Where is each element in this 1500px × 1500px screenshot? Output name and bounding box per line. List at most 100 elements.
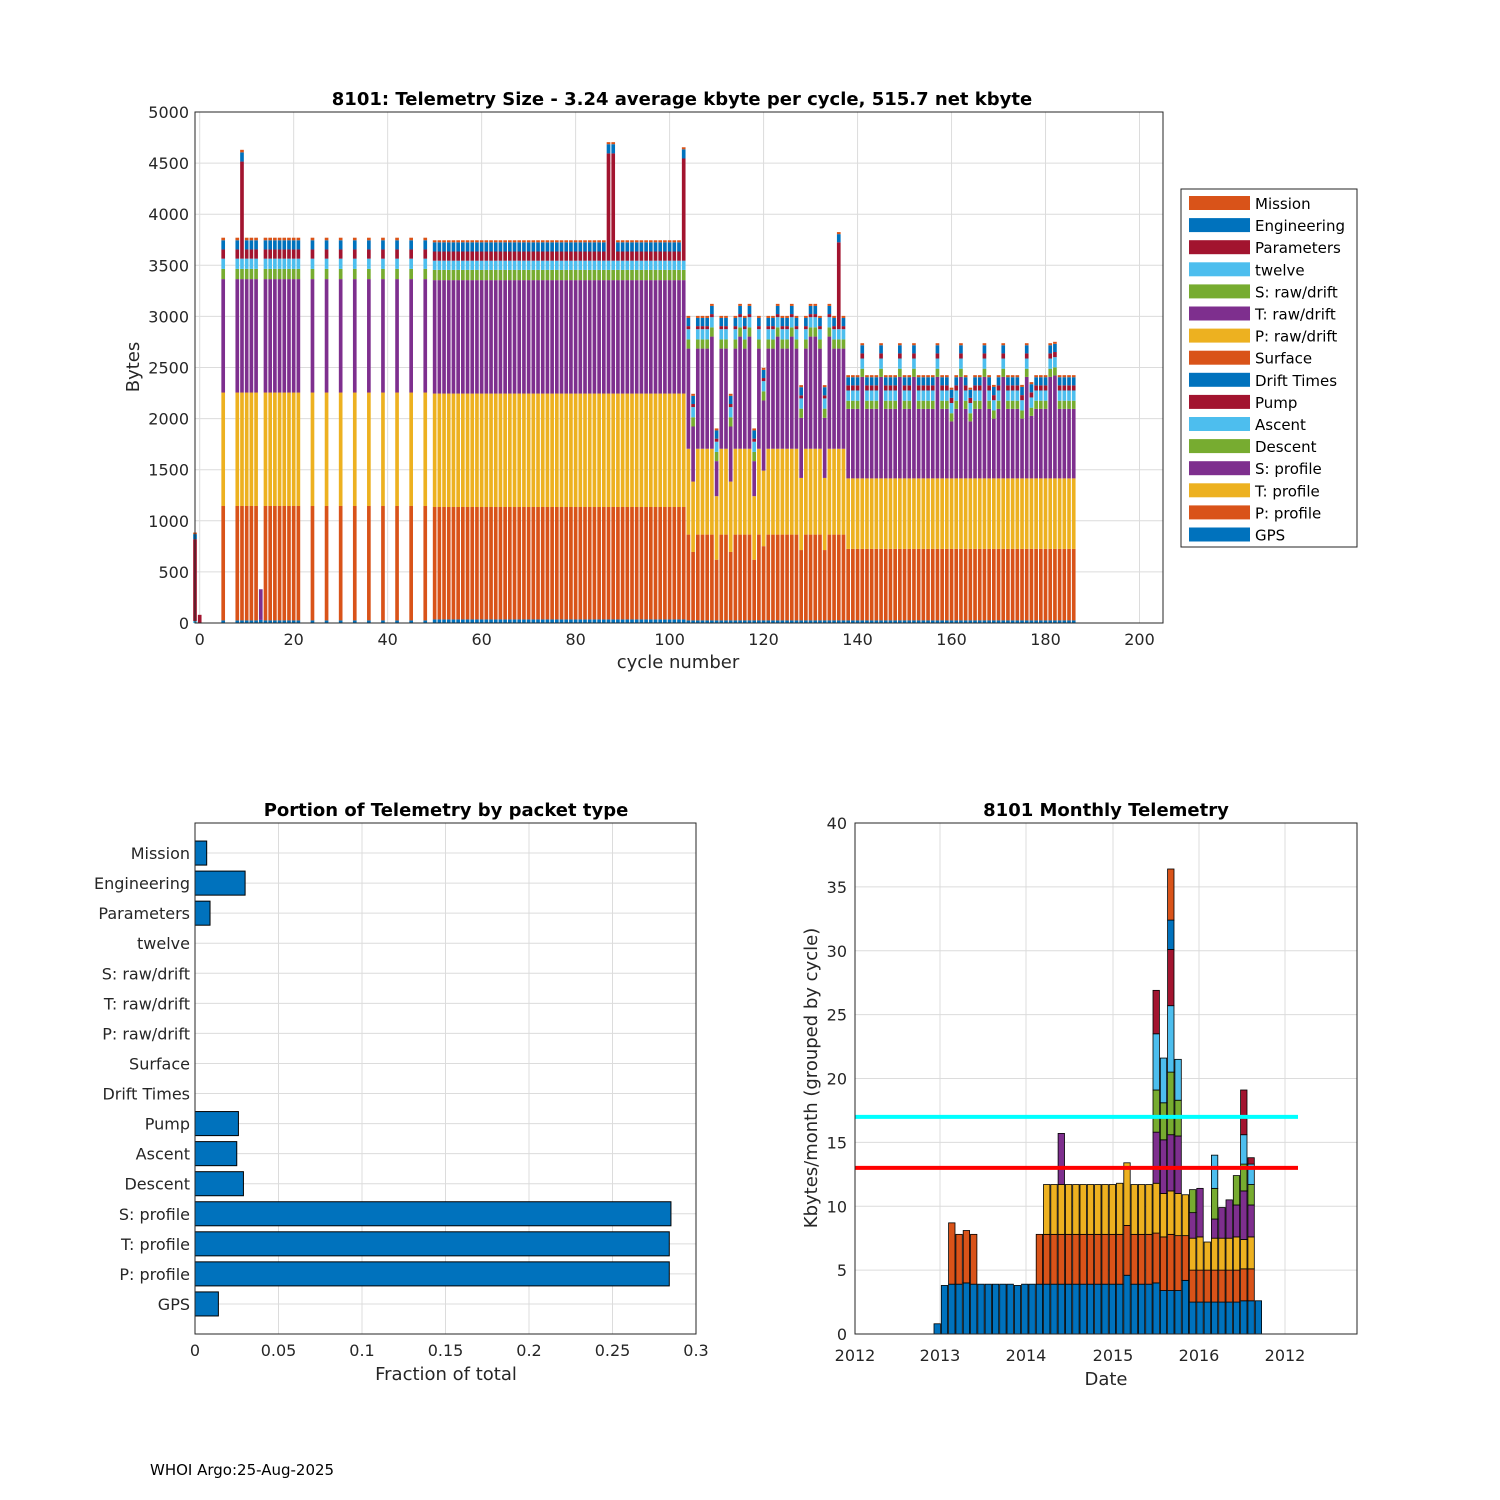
bar-segment xyxy=(1001,478,1006,549)
bar-segment xyxy=(949,403,954,414)
bar-segment xyxy=(1001,368,1006,377)
bar-segment xyxy=(879,343,883,346)
legend-entry-label: Engineering xyxy=(1255,217,1345,235)
bar-segment xyxy=(766,534,771,621)
bar-segment xyxy=(808,448,813,535)
bar-segment xyxy=(879,353,883,359)
bar-segment xyxy=(860,343,865,346)
bar-segment xyxy=(1057,375,1062,378)
bar-segment xyxy=(987,377,991,386)
bar-segment xyxy=(907,390,912,401)
bar-segment xyxy=(630,619,634,623)
bar-segment xyxy=(451,251,456,261)
bar-segment xyxy=(244,258,249,269)
bar-segment xyxy=(1057,478,1062,549)
bar-segment xyxy=(1067,377,1071,386)
bar-segment xyxy=(606,280,611,394)
bar-segment xyxy=(437,507,442,620)
bar-segment xyxy=(461,260,465,270)
chart3-bar-segment xyxy=(1218,1237,1226,1271)
bar-segment xyxy=(780,448,785,535)
legend-swatch xyxy=(1189,328,1250,343)
bar-segment xyxy=(898,620,902,623)
bar-segment xyxy=(869,548,874,621)
legend-entry-label: twelve xyxy=(1255,261,1305,279)
bar-segment xyxy=(423,249,428,259)
bar-segment xyxy=(484,242,489,252)
bar-segment xyxy=(442,240,446,243)
chart2-bar xyxy=(194,1201,672,1227)
bar-segment xyxy=(940,548,944,621)
chart1-ytick-label: 1000 xyxy=(148,512,189,531)
chart1-xtick-label: 160 xyxy=(936,630,967,649)
bar-segment xyxy=(996,408,1001,479)
bar-segment xyxy=(1010,390,1015,401)
bar-segment xyxy=(1057,377,1062,386)
bar-segment xyxy=(1057,400,1062,409)
bar-segment xyxy=(240,268,244,280)
bar-segment xyxy=(738,534,742,621)
bar-segment xyxy=(367,620,371,623)
bar-segment xyxy=(531,393,536,508)
bar-segment xyxy=(517,280,522,394)
bar-segment xyxy=(498,251,503,261)
legend-entry-label: Descent xyxy=(1255,438,1317,456)
bar-segment xyxy=(855,375,860,378)
chart3-bar-segment xyxy=(1145,1184,1153,1235)
bar-segment xyxy=(658,619,663,623)
bar-segment xyxy=(827,317,832,328)
bar-segment xyxy=(874,377,879,386)
bar-segment xyxy=(484,251,489,261)
chart3-bar-segment xyxy=(984,1283,992,1335)
bar-segment xyxy=(522,251,526,261)
bar-segment xyxy=(235,258,240,269)
chart2-xtick-label: 0.1 xyxy=(349,1341,374,1360)
bar-segment xyxy=(775,305,780,315)
bar-segment xyxy=(254,392,258,506)
bar-segment xyxy=(1001,353,1006,359)
bar-segment xyxy=(545,393,550,508)
bar-segment xyxy=(930,548,935,621)
bar-segment xyxy=(691,620,695,623)
bar-segment xyxy=(761,470,766,547)
bar-segment xyxy=(724,534,728,621)
bar-segment xyxy=(841,348,846,449)
chart2-bar xyxy=(194,1111,239,1137)
bar-segment xyxy=(277,620,282,623)
chart3-bar-segment xyxy=(1181,1194,1189,1237)
bar-segment xyxy=(714,620,719,623)
bar-segment xyxy=(959,376,963,479)
bar-segment xyxy=(672,280,677,394)
bar-segment xyxy=(700,348,705,449)
bar-segment xyxy=(667,269,672,281)
bar-segment xyxy=(310,258,315,269)
bar-segment xyxy=(916,478,921,549)
bar-segment xyxy=(1024,368,1029,377)
bar-segment xyxy=(893,620,897,623)
bar-segment xyxy=(700,329,705,340)
chart3-bar-segment xyxy=(1167,1233,1175,1291)
bar-segment xyxy=(761,369,766,379)
bar-segment xyxy=(827,336,832,449)
bar-segment xyxy=(916,620,921,623)
bar-segment xyxy=(352,249,357,259)
chart3-bar-segment xyxy=(962,1230,971,1284)
bar-segment xyxy=(352,268,357,280)
bar-segment xyxy=(1062,400,1067,409)
bar-segment xyxy=(757,620,761,623)
bar-segment xyxy=(587,619,592,623)
chart3-bar-segment xyxy=(1181,1279,1189,1335)
bar-segment xyxy=(625,240,630,243)
bar-segment xyxy=(639,240,644,243)
bar-segment xyxy=(526,240,531,243)
bar-segment xyxy=(395,249,399,259)
bar-segment xyxy=(898,353,902,359)
bar-segment xyxy=(573,280,578,394)
bar-segment xyxy=(963,408,968,479)
bar-segment xyxy=(789,314,794,318)
chart2-title: Portion of Telemetry by packet type xyxy=(264,800,629,821)
bar-segment xyxy=(677,269,681,281)
bar-segment xyxy=(1029,415,1034,479)
bar-segment xyxy=(832,339,836,349)
bar-segment xyxy=(559,507,564,620)
